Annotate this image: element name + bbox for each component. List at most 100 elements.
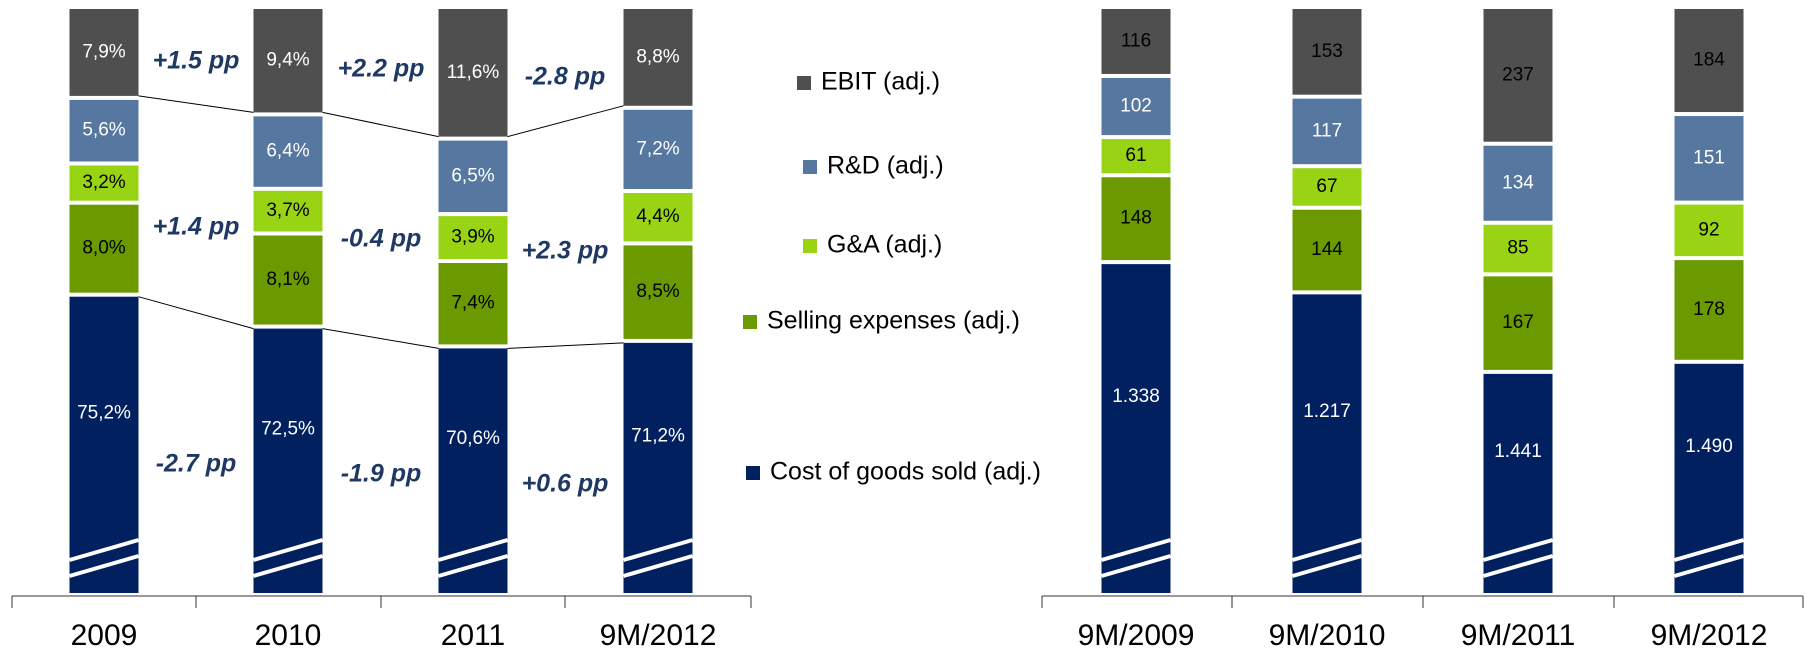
bar-segment: [438, 263, 508, 345]
value-label: 1.338: [1112, 386, 1160, 407]
value-label: 6,5%: [451, 165, 494, 186]
legend-label: G&A (adj.): [827, 231, 942, 259]
bar-segment: [253, 116, 323, 187]
axis-break: [1673, 538, 1745, 562]
legend-swatch: [743, 315, 757, 329]
bar-segment: [69, 204, 139, 293]
axis-break: [1291, 538, 1363, 562]
legend-label: Selling expenses (adj.): [767, 307, 1020, 335]
bar-segment: [1101, 9, 1171, 74]
x-tick-label: 9M/2012: [600, 619, 717, 652]
bar-segment: [1483, 145, 1553, 221]
bar-segment: [1674, 204, 1744, 257]
annotation: -2.7 pp: [156, 450, 237, 478]
value-label: 6,4%: [266, 141, 309, 162]
value-label: 85: [1507, 238, 1528, 259]
axis-break: [68, 554, 140, 578]
value-label: 184: [1693, 50, 1725, 71]
value-label: 7,4%: [451, 293, 494, 314]
bar-segment: [623, 9, 693, 106]
bar-segment: [438, 348, 508, 593]
annotation: +1.5 pp: [153, 47, 240, 75]
bar-segment: [438, 216, 508, 259]
bar-segment: [69, 9, 139, 96]
x-tick-label: 9M/2011: [1461, 619, 1576, 652]
legend-label: Cost of goods sold (adj.): [770, 458, 1041, 486]
bar-segment: [1292, 9, 1362, 95]
annotation: +0.6 pp: [522, 470, 609, 498]
connector: [322, 328, 439, 349]
bar-segment: [1101, 139, 1171, 174]
value-label: 7,9%: [82, 41, 125, 62]
axis-break: [252, 554, 324, 578]
x-tick-label: 2009: [71, 619, 138, 652]
value-label: 148: [1120, 208, 1152, 229]
bar-segment: [1674, 116, 1744, 201]
value-label: 116: [1121, 30, 1151, 51]
value-label: 134: [1502, 172, 1534, 193]
x-tick-label: 2011: [441, 619, 506, 652]
bar-segment: [1483, 276, 1553, 370]
axis-break: [1673, 554, 1745, 578]
connector: [507, 342, 624, 349]
value-label: 3,2%: [82, 172, 125, 193]
value-label: 4,4%: [636, 206, 679, 227]
value-label: 75,2%: [77, 402, 131, 423]
bar-segment: [69, 99, 139, 162]
value-label: 167: [1502, 312, 1534, 333]
axis-break: [622, 554, 694, 578]
value-label: 1.441: [1494, 441, 1542, 462]
value-label: 8,0%: [82, 238, 125, 259]
bar-segment: [1292, 168, 1362, 206]
value-label: 1.490: [1685, 436, 1733, 457]
axis-break: [1100, 554, 1172, 578]
value-label: 7,2%: [636, 138, 679, 159]
value-label: 1.217: [1303, 401, 1351, 422]
legend-swatch: [746, 466, 760, 480]
bar-segment: [623, 109, 693, 189]
bar-segment: [253, 9, 323, 113]
axis-break: [437, 538, 509, 562]
value-label: 237: [1502, 64, 1534, 85]
value-label: 70,6%: [446, 428, 500, 449]
connector: [138, 296, 254, 330]
bar-segment: [623, 193, 693, 242]
value-label: 178: [1693, 299, 1725, 320]
bar-segment: [1483, 224, 1553, 273]
bar-segment: [1483, 9, 1553, 142]
legend-swatch: [797, 76, 811, 90]
value-label: 144: [1311, 239, 1343, 260]
x-tick-label: 9M/2009: [1078, 619, 1195, 652]
value-label: 153: [1311, 41, 1343, 62]
value-label: 9,4%: [266, 50, 309, 71]
value-label: 61: [1125, 145, 1146, 166]
value-label: 8,1%: [266, 269, 309, 290]
value-label: 117: [1312, 120, 1342, 141]
bar-segment: [253, 328, 323, 593]
bar-segment: [623, 245, 693, 339]
connector: [507, 105, 624, 138]
value-label: 11,6%: [447, 62, 500, 83]
bar-segment: [253, 235, 323, 325]
bar-segment: [69, 165, 139, 201]
value-label: 102: [1120, 96, 1152, 117]
axis-break: [252, 538, 324, 562]
bar-segment: [253, 190, 323, 232]
annotation: +2.2 pp: [338, 55, 425, 83]
axis-break: [437, 554, 509, 578]
value-label: 92: [1698, 219, 1719, 240]
bar-segment: [1674, 9, 1744, 113]
legend-swatch: [803, 239, 817, 253]
value-label: 8,8%: [636, 46, 679, 67]
value-label: 5,6%: [82, 120, 125, 141]
annotation: +1.4 pp: [153, 213, 240, 241]
annotation: -1.9 pp: [341, 460, 422, 488]
value-label: 8,5%: [636, 281, 679, 302]
axis-break: [1291, 554, 1363, 578]
axis-break: [1100, 538, 1172, 562]
annotation: -2.8 pp: [525, 63, 606, 91]
value-label: 3,7%: [266, 200, 309, 221]
value-label: 67: [1316, 176, 1337, 197]
bar-segment: [1674, 260, 1744, 360]
